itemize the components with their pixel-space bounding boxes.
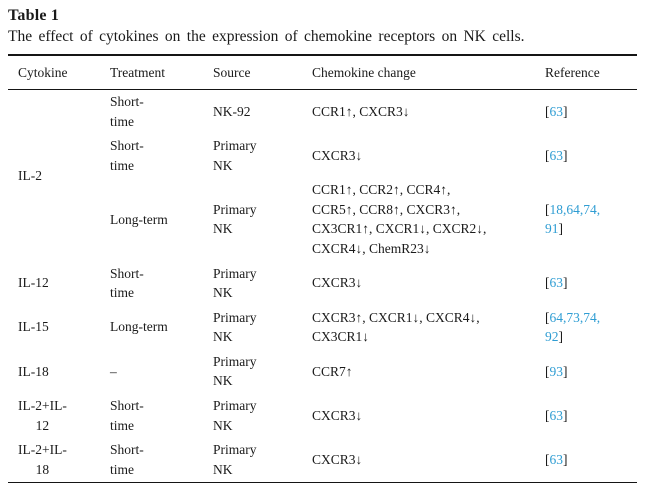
bracket: [ bbox=[545, 201, 550, 217]
table-row: Short- time Primary NK CXCR3↓ [63] bbox=[8, 134, 637, 178]
table-row: Long-term Primary NK CCR1↑, CCR2↑, CCR4↑… bbox=[8, 178, 637, 261]
treatment-cell: Long-term bbox=[110, 319, 168, 335]
bracket: [ bbox=[545, 363, 550, 379]
reference-cell: [18,64,74, 91] bbox=[535, 178, 637, 261]
cytokine-cell: IL-12 bbox=[8, 261, 100, 305]
cytokine-name: IL-12 bbox=[18, 275, 49, 291]
reference-link[interactable]: 64,73,74, 92 bbox=[545, 309, 601, 345]
chemokine-change-cell: CXCR3↓ bbox=[312, 147, 363, 163]
reference-cell: [64,73,74, 92] bbox=[535, 305, 637, 349]
reference-link[interactable]: 18,64,74, 91 bbox=[545, 201, 601, 237]
col-header-reference: Reference bbox=[535, 55, 637, 90]
bracket: ] bbox=[563, 407, 568, 423]
cytokine-name: IL-2 bbox=[18, 167, 42, 183]
cytokine-name: IL-2+IL- 12 bbox=[18, 397, 67, 433]
reference-cell: [63] bbox=[535, 438, 637, 483]
chemokine-change-cell: CXCR3↓ bbox=[312, 275, 363, 291]
bracket: [ bbox=[545, 275, 550, 291]
table-caption: The effect of cytokines on the expressio… bbox=[8, 28, 525, 45]
source-cell: Primary NK bbox=[213, 201, 257, 237]
reference-link[interactable]: 93 bbox=[549, 363, 564, 379]
source-cell: NK-92 bbox=[213, 103, 251, 119]
col-header-cytokine: Cytokine bbox=[8, 55, 100, 90]
reference-cell: [63] bbox=[535, 134, 637, 178]
treatment-cell: Long-term bbox=[110, 211, 168, 227]
reference-cell: [93] bbox=[535, 349, 637, 393]
reference-cell: [63] bbox=[535, 89, 637, 134]
table-row: IL-15 Long-term Primary NK CXCR3↑, CXCR1… bbox=[8, 305, 637, 349]
cytokine-table: Cytokine Treatment Source Chemokine chan… bbox=[8, 54, 637, 483]
bracket: ] bbox=[563, 363, 568, 379]
chemokine-change-cell: CCR7↑ bbox=[312, 363, 353, 379]
source-cell: Primary NK bbox=[213, 442, 257, 477]
cytokine-cell: IL-15 bbox=[8, 305, 100, 349]
cytokine-cell: IL-2 bbox=[8, 89, 100, 261]
col-header-source: Source bbox=[203, 55, 302, 90]
reference-link[interactable]: 63 bbox=[549, 407, 564, 423]
col-header-chemokine-change: Chemokine change bbox=[302, 55, 535, 90]
reference-cell: [63] bbox=[535, 261, 637, 305]
cytokine-name: IL-18 bbox=[18, 363, 49, 379]
bracket: [ bbox=[545, 309, 550, 325]
bracket: ] bbox=[563, 451, 568, 467]
cytokine-cell: IL-2+IL- 18 bbox=[8, 438, 100, 483]
chemokine-change-cell: CCR1↑, CCR2↑, CCR4↑, CCR5↑, CCR8↑, CXCR3… bbox=[312, 182, 487, 256]
cytokine-name: IL-2+IL- 18 bbox=[18, 442, 67, 477]
table-row: IL-18 – Primary NK CCR7↑ [93] bbox=[8, 349, 637, 393]
table-row: IL-2+IL- 12 Short- time Primary NK CXCR3… bbox=[8, 393, 637, 437]
cytokine-cell: IL-18 bbox=[8, 349, 100, 393]
treatment-cell: Short- time bbox=[110, 94, 144, 129]
source-cell: Primary NK bbox=[213, 397, 257, 433]
table-row: IL-12 Short- time Primary NK CXCR3↓ [63] bbox=[8, 261, 637, 305]
bracket: ] bbox=[563, 275, 568, 291]
treatment-cell: Short- time bbox=[110, 397, 144, 433]
table-row: IL-2 Short- time NK-92 CCR1↑, CXCR3↓ [63… bbox=[8, 89, 637, 182]
bracket: ] bbox=[563, 103, 568, 119]
table-row: IL-2+IL- 18 Short- time Primary NK CXCR3… bbox=[8, 438, 637, 483]
source-cell: Primary NK bbox=[213, 309, 257, 345]
cytokine-cell: IL-2+IL- 12 bbox=[8, 393, 100, 437]
bracket: ] bbox=[563, 147, 568, 163]
treatment-cell: Short- time bbox=[110, 265, 144, 301]
treatment-cell: – bbox=[110, 363, 117, 379]
bracket: [ bbox=[545, 103, 550, 119]
chemokine-change-cell: CXCR3↓ bbox=[312, 451, 363, 467]
chemokine-change-cell: CCR1↑, CXCR3↓ bbox=[312, 103, 410, 119]
header-row: Cytokine Treatment Source Chemokine chan… bbox=[8, 55, 637, 90]
source-cell: Primary NK bbox=[213, 138, 257, 173]
reference-link[interactable]: 63 bbox=[549, 147, 564, 163]
reference-link[interactable]: 63 bbox=[549, 103, 564, 119]
bracket: [ bbox=[545, 407, 550, 423]
source-cell: Primary NK bbox=[213, 353, 257, 389]
table-label: Table 1 bbox=[8, 7, 60, 24]
source-cell: Primary NK bbox=[213, 265, 257, 301]
treatment-cell: Short- time bbox=[110, 442, 144, 477]
bracket: ] bbox=[558, 329, 564, 345]
bracket: [ bbox=[545, 147, 550, 163]
reference-link[interactable]: 63 bbox=[549, 451, 564, 467]
bracket: [ bbox=[545, 451, 550, 467]
chemokine-change-cell: CXCR3↓ bbox=[312, 407, 363, 423]
treatment-cell: Short- time bbox=[110, 138, 144, 173]
bracket: ] bbox=[558, 221, 564, 237]
reference-link[interactable]: 63 bbox=[549, 275, 564, 291]
reference-cell: [63] bbox=[535, 393, 637, 437]
chemokine-change-cell: CXCR3↑, CXCR1↓, CXCR4↓, CX3CR1↓ bbox=[312, 309, 480, 345]
col-header-treatment: Treatment bbox=[100, 55, 203, 90]
cytokine-name: IL-15 bbox=[18, 319, 49, 335]
